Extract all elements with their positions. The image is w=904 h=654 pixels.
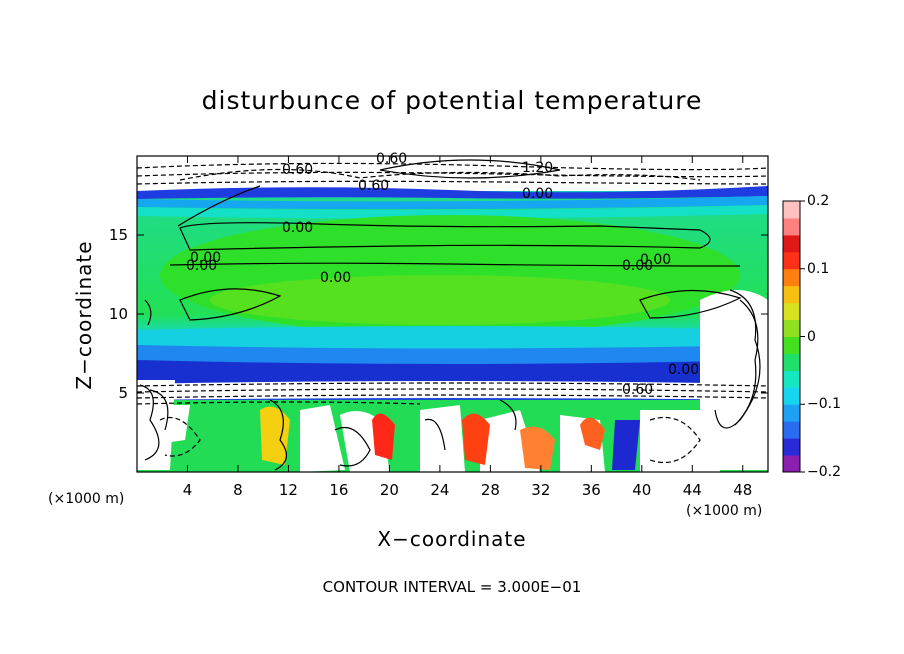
y-tick-label: 5 [118,384,128,402]
x-unit-label: (×1000 m) [686,503,763,519]
contour-label: 0.00 [522,186,553,202]
y-tick-label: 15 [108,226,128,244]
x-tick-label: 24 [430,481,450,499]
colorbar-swatch [783,302,800,321]
colorbar-swatch [783,268,800,287]
colorbar-swatch [783,251,800,270]
contour-label: 0.00 [186,258,217,274]
x-tick-label: 4 [182,481,193,499]
colorbar-swatch [783,285,800,304]
colorbar-swatch [783,353,800,371]
x-tick-label: 28 [480,481,500,499]
colorbar-swatch [783,201,800,219]
colorbar-swatch [783,387,800,405]
colorbar-swatch [783,234,800,253]
colorbar-swatch [783,421,800,439]
colorbar-tick-label: 0.2 [807,193,830,209]
colorbar-tick-label: 0.1 [807,260,830,277]
contour-label: 0.00 [668,362,699,378]
contour-interval-note: CONTOUR INTERVAL = 3.000E−01 [322,578,582,596]
y-ticks [137,234,768,394]
colorbar-swatch [783,404,800,422]
x-axis-title: X−coordinate [377,527,527,551]
x-tick-label: 40 [632,481,652,499]
chart-title: disturbunce of potential temperature [201,86,703,115]
colorbar [782,200,805,473]
contour-label: 0.60 [376,151,407,167]
contour-label: 0.00 [640,252,671,268]
y-tick-label: 10 [108,305,128,323]
colorbar-swatch [783,370,800,388]
colorbar-tick-label: 0 [807,328,816,345]
x-tick-label: 36 [581,481,601,499]
contour-label: 0.60 [282,162,313,178]
x-ticks [186,156,744,472]
contour-label: 0.60 [622,382,653,398]
colorbar-swatch [783,319,800,337]
x-tick-label: 48 [733,481,753,499]
y-axis-title: Z−coordinate [72,240,96,390]
contour-label: 0.00 [622,258,653,274]
x-tick-label: 16 [329,481,349,499]
x-tick-label: 32 [531,481,551,499]
contour-label: 0.00 [282,220,313,236]
heatmap-field [137,156,768,472]
colorbar-swatch [783,336,800,354]
x-tick-label: 44 [682,481,702,499]
contour-labels: 0.60 0.60 1.20 0.60 0.00 0.00 0.00 0.00 … [186,151,699,398]
x-tick-label: 20 [379,481,399,499]
contour-label: 0.60 [358,178,389,194]
colorbar-tick-label: −0.2 [807,464,841,480]
colorbar-swatch [783,455,800,473]
x-tick-label: 8 [233,481,243,499]
colorbar-swatch [783,217,800,236]
colorbar-tick-label: −0.1 [807,396,841,413]
y-unit-label: (×1000 m) [48,491,125,507]
contour-label: 1.20 [522,160,553,176]
x-tick-label: 12 [278,481,298,499]
contour-label: 0.00 [190,250,221,266]
colorbar-swatch [783,438,800,456]
contour-label: 0.00 [320,270,351,286]
